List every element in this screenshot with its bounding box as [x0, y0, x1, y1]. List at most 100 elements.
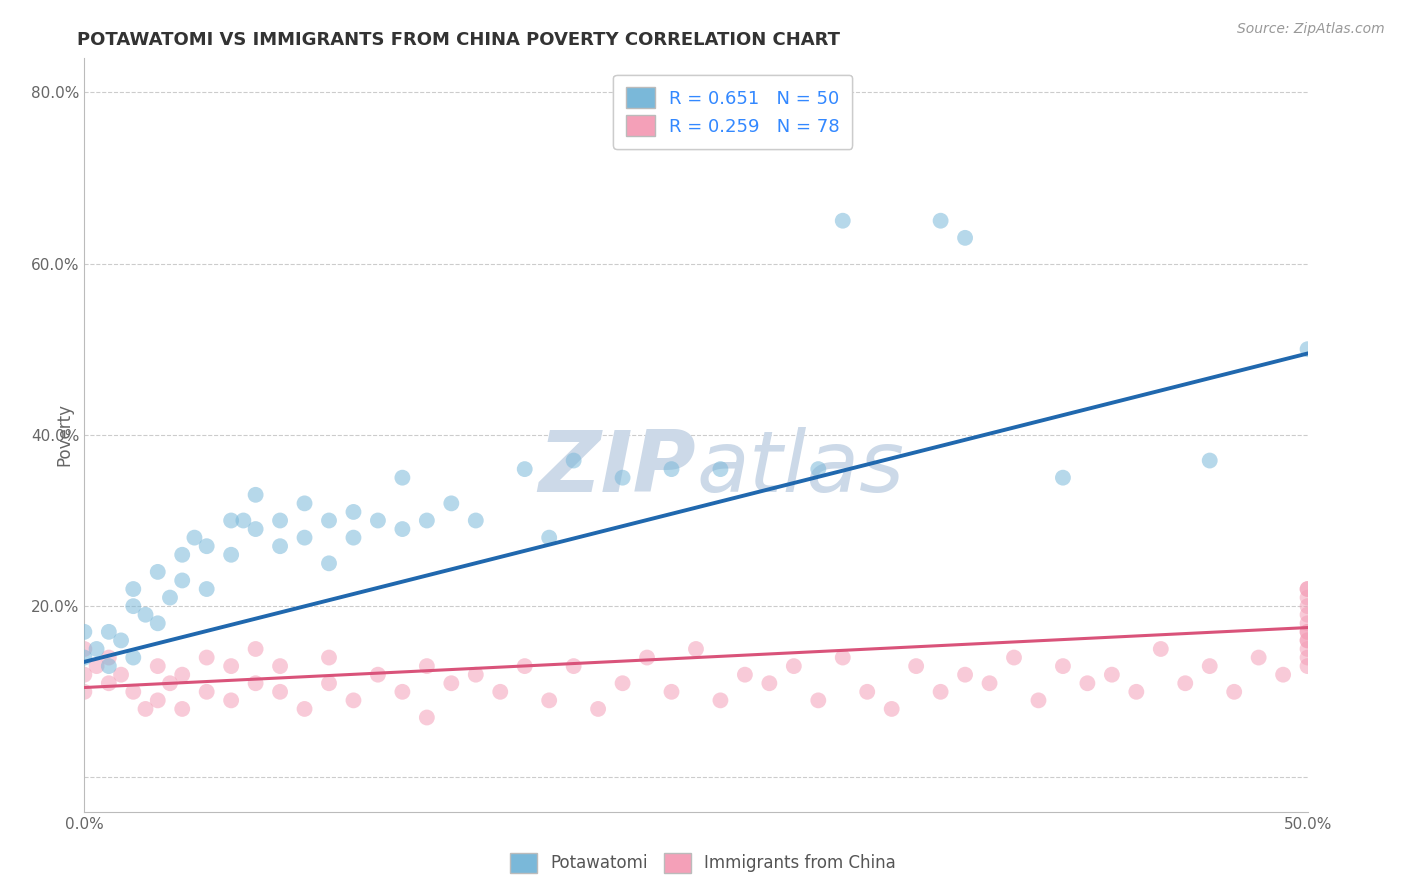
Point [294, 702, 316, 716]
Point [122, 582, 145, 596]
Point [391, 522, 413, 536]
Y-axis label: Poverty: Poverty [55, 403, 73, 467]
Point [122, 650, 145, 665]
Point [661, 685, 683, 699]
Point [318, 514, 340, 528]
Point [464, 514, 486, 528]
Point [122, 685, 145, 699]
Point [1028, 693, 1050, 707]
Point [1150, 642, 1173, 657]
Point [135, 702, 157, 716]
Point [86, 659, 108, 673]
Legend: R = 0.651   N = 50, R = 0.259   N = 78: R = 0.651 N = 50, R = 0.259 N = 78 [613, 75, 852, 149]
Point [538, 531, 561, 545]
Point [929, 685, 952, 699]
Point [1052, 471, 1074, 485]
Point [318, 650, 340, 665]
Point [562, 659, 585, 673]
Point [97, 659, 120, 673]
Point [807, 462, 830, 476]
Point [513, 462, 536, 476]
Point [783, 659, 806, 673]
Point [1052, 659, 1074, 673]
Point [612, 471, 634, 485]
Point [709, 693, 731, 707]
Point [195, 685, 218, 699]
Point [73, 642, 96, 657]
Point [1296, 624, 1319, 639]
Point [1125, 685, 1147, 699]
Point [110, 667, 132, 681]
Point [73, 667, 96, 681]
Point [172, 548, 194, 562]
Point [183, 531, 205, 545]
Point [1076, 676, 1098, 690]
Point [734, 667, 756, 681]
Point [1296, 650, 1319, 665]
Point [245, 488, 267, 502]
Point [159, 676, 181, 690]
Text: POTAWATOMI VS IMMIGRANTS FROM CHINA POVERTY CORRELATION CHART: POTAWATOMI VS IMMIGRANTS FROM CHINA POVE… [77, 31, 841, 49]
Point [1296, 582, 1319, 596]
Point [416, 514, 439, 528]
Text: atlas: atlas [696, 427, 904, 510]
Point [97, 650, 120, 665]
Point [146, 693, 169, 707]
Point [245, 522, 267, 536]
Text: ZIP: ZIP [538, 427, 696, 510]
Point [1272, 667, 1295, 681]
Point [73, 650, 96, 665]
Point [195, 650, 218, 665]
Legend: Potawatomi, Immigrants from China: Potawatomi, Immigrants from China [503, 847, 903, 880]
Point [245, 642, 267, 657]
Point [172, 667, 194, 681]
Point [367, 667, 389, 681]
Point [97, 676, 120, 690]
Point [146, 659, 169, 673]
Point [342, 531, 364, 545]
Point [440, 676, 463, 690]
Point [979, 676, 1001, 690]
Point [1198, 453, 1220, 467]
Point [146, 565, 169, 579]
Point [342, 505, 364, 519]
Point [195, 539, 218, 553]
Point [1223, 685, 1246, 699]
Point [219, 548, 242, 562]
Point [391, 685, 413, 699]
Point [195, 582, 218, 596]
Point [135, 607, 157, 622]
Point [294, 496, 316, 510]
Point [1174, 676, 1197, 690]
Point [538, 693, 561, 707]
Point [1296, 624, 1319, 639]
Point [219, 514, 242, 528]
Point [1002, 650, 1025, 665]
Point [905, 659, 928, 673]
Point [562, 453, 585, 467]
Point [269, 659, 291, 673]
Point [97, 624, 120, 639]
Text: Source: ZipAtlas.com: Source: ZipAtlas.com [1237, 22, 1385, 37]
Point [1296, 599, 1319, 614]
Point [219, 659, 242, 673]
Point [831, 213, 853, 227]
Point [1296, 616, 1319, 631]
Point [807, 693, 830, 707]
Point [73, 624, 96, 639]
Point [391, 471, 413, 485]
Point [953, 231, 976, 245]
Point [1198, 659, 1220, 673]
Point [709, 462, 731, 476]
Point [661, 462, 683, 476]
Point [929, 213, 952, 227]
Point [318, 676, 340, 690]
Point [1101, 667, 1123, 681]
Point [110, 633, 132, 648]
Point [269, 539, 291, 553]
Point [269, 685, 291, 699]
Point [1296, 659, 1319, 673]
Point [318, 557, 340, 571]
Point [586, 702, 609, 716]
Point [1247, 650, 1270, 665]
